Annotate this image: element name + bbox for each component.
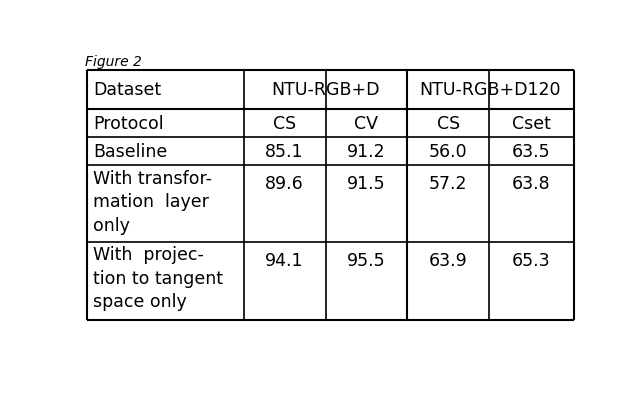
Text: 63.8: 63.8	[512, 175, 550, 193]
Text: With  projec-
tion to tangent
space only: With projec- tion to tangent space only	[93, 246, 223, 311]
Text: CS: CS	[273, 115, 296, 132]
Text: 85.1: 85.1	[266, 143, 304, 160]
Text: Protocol: Protocol	[93, 115, 164, 132]
Text: CV: CV	[355, 115, 378, 132]
Text: NTU-RGB+D120: NTU-RGB+D120	[420, 81, 561, 99]
Text: 91.5: 91.5	[347, 175, 386, 193]
Text: 63.9: 63.9	[429, 251, 468, 269]
Text: 91.2: 91.2	[347, 143, 386, 160]
Text: 63.5: 63.5	[512, 143, 550, 160]
Text: Dataset: Dataset	[93, 81, 161, 99]
Text: Baseline: Baseline	[93, 143, 168, 160]
Text: Figure 2: Figure 2	[85, 55, 142, 69]
Text: 65.3: 65.3	[512, 251, 550, 269]
Text: CS: CS	[436, 115, 460, 132]
Text: With transfor-
mation  layer
only: With transfor- mation layer only	[93, 169, 212, 234]
Text: 57.2: 57.2	[429, 175, 468, 193]
Text: 89.6: 89.6	[265, 175, 304, 193]
Text: Cset: Cset	[512, 115, 551, 132]
Text: NTU-RGB+D: NTU-RGB+D	[271, 81, 380, 99]
Text: 94.1: 94.1	[266, 251, 304, 269]
Text: 56.0: 56.0	[429, 143, 468, 160]
Text: 95.5: 95.5	[347, 251, 386, 269]
